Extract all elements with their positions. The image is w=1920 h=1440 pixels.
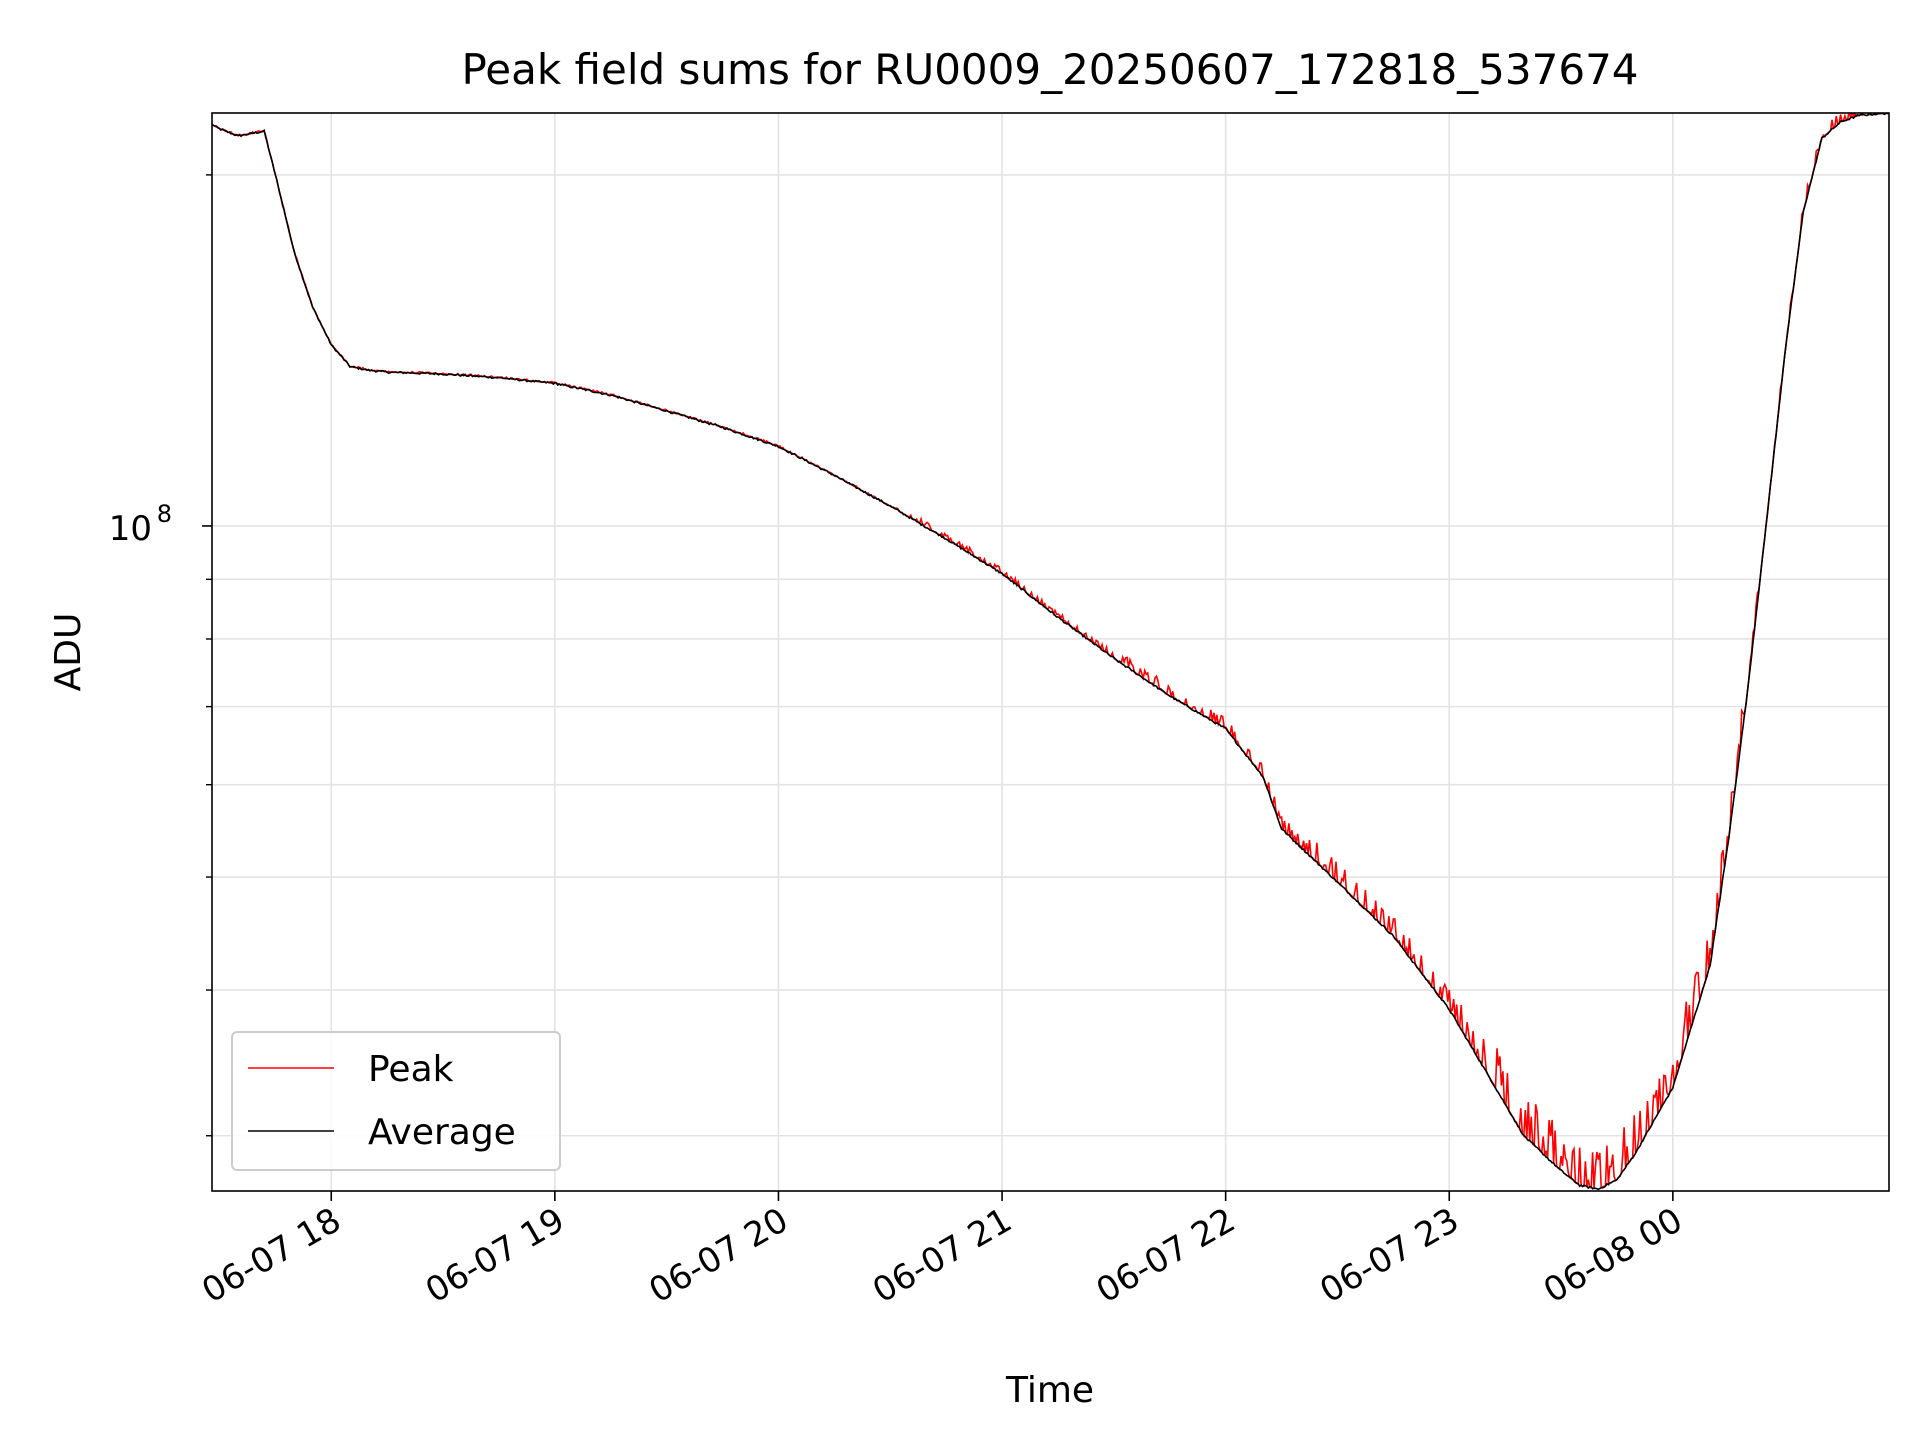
- legend-peak-label: Peak: [368, 1049, 454, 1090]
- x-axis-label: Time: [1005, 1370, 1094, 1411]
- plot-frame: [211, 112, 1890, 1192]
- legend-average-label: Average: [368, 1112, 516, 1153]
- legend: Peak Average: [231, 1031, 561, 1171]
- series-peak-line: [212, 113, 1889, 1189]
- series-average-line: [212, 113, 1889, 1191]
- chart-title: Peak field sums for RU0009_20250607_1728…: [461, 45, 1638, 94]
- y-axis-label: ADU: [48, 613, 89, 692]
- y-tick-label-base: 10: [109, 509, 152, 549]
- y-tick-label-exponent: 8: [157, 500, 172, 528]
- legend-box: [231, 1031, 561, 1171]
- y-axis-ticks: 10 8: [109, 174, 212, 1137]
